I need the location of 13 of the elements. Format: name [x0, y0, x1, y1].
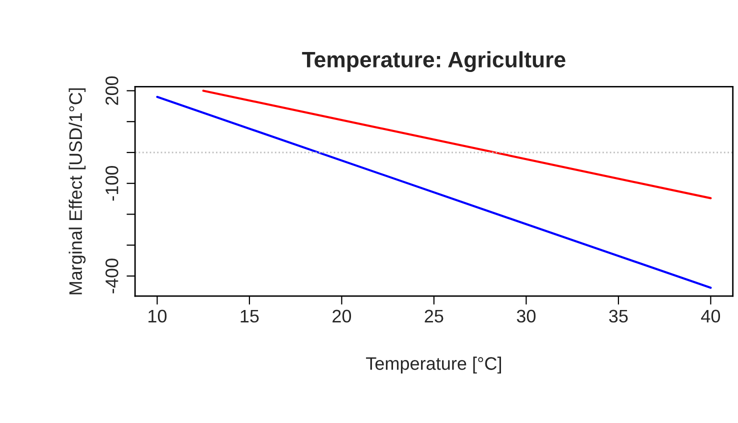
- x-tick-label: 35: [609, 310, 628, 323]
- chart-title: Temperature: Agriculture: [302, 51, 566, 72]
- x-tick-label: 30: [516, 310, 536, 323]
- x-tick-label: 10: [148, 310, 167, 323]
- x-tick-label: 40: [701, 310, 720, 323]
- y-tick-label: -400: [106, 258, 118, 294]
- y-axis-title: Marginal Effect [USD/1°C]: [68, 88, 86, 294]
- x-axis-title: Temperature [°C]: [366, 356, 501, 374]
- y-tick-label: -100: [106, 166, 118, 201]
- x-tick-label: 15: [240, 310, 259, 323]
- y-tick-label: 200: [106, 76, 118, 105]
- x-tick-label: 25: [424, 310, 444, 323]
- x-tick-label: 20: [332, 310, 352, 323]
